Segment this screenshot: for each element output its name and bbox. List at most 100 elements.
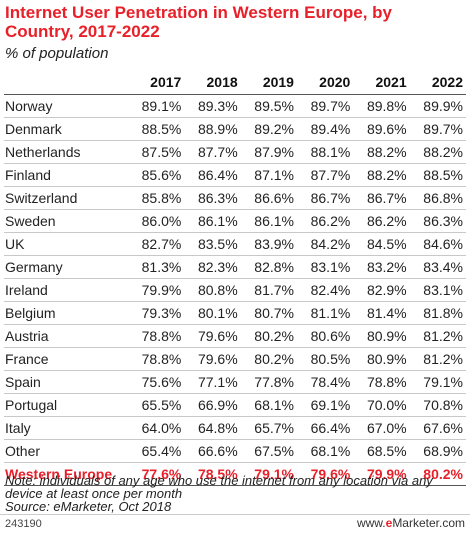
value-cell: 82.9%	[353, 278, 410, 302]
value-cell: 77.6%	[128, 462, 185, 486]
value-cell: 67.5%	[240, 439, 297, 463]
value-cell: 66.6%	[184, 439, 241, 463]
value-cell: 87.5%	[128, 140, 185, 164]
table-row: Sweden 86.0% 86.1% 86.1% 86.2% 86.2% 86.3%	[4, 209, 466, 233]
value-cell: 83.9%	[240, 232, 297, 256]
value-cell: 80.2%	[409, 462, 466, 486]
value-cell: 86.6%	[240, 186, 297, 210]
value-cell: 64.0%	[128, 416, 185, 440]
value-cell: 77.8%	[240, 370, 297, 394]
value-cell: 68.1%	[240, 393, 297, 417]
table-row: Germany 81.3% 82.3% 82.8% 83.1% 83.2% 83.4%	[4, 255, 466, 279]
country-name: Netherlands	[4, 140, 128, 164]
value-cell: 79.1%	[409, 370, 466, 394]
value-cell: 65.5%	[128, 393, 185, 417]
value-cell: 89.7%	[296, 94, 354, 118]
country-name: Sweden	[4, 209, 128, 233]
value-cell: 81.1%	[296, 301, 354, 325]
table-row: Netherlands 87.5% 87.7% 87.9% 88.1% 88.2% 88.2…	[4, 140, 466, 164]
country-name: Ireland	[4, 278, 128, 302]
value-cell: 87.9%	[240, 140, 297, 164]
value-cell: 80.2%	[240, 347, 297, 371]
value-cell: 78.8%	[353, 370, 410, 394]
value-cell: 84.6%	[409, 232, 466, 256]
brand-prefix: www.	[356, 516, 386, 530]
value-cell: 68.5%	[353, 439, 410, 463]
value-cell: 88.2%	[409, 140, 466, 164]
value-cell: 83.1%	[409, 278, 466, 302]
value-cell: 81.3%	[128, 255, 185, 279]
value-cell: 89.4%	[296, 117, 354, 141]
year-header: 2018	[184, 70, 241, 95]
country-name: Denmark	[4, 117, 128, 141]
value-cell: 81.7%	[240, 278, 297, 302]
value-cell: 78.8%	[128, 324, 185, 348]
value-cell: 75.6%	[128, 370, 185, 394]
value-cell: 79.6%	[296, 462, 354, 486]
value-cell: 89.1%	[128, 94, 185, 118]
value-cell: 69.1%	[296, 393, 354, 417]
value-cell: 79.9%	[353, 462, 410, 486]
country-name: Belgium	[4, 301, 128, 325]
country-name: Germany	[4, 255, 128, 279]
value-cell: 79.3%	[128, 301, 185, 325]
value-cell: 82.4%	[296, 278, 354, 302]
year-header: 2021	[353, 70, 410, 95]
country-name: Spain	[4, 370, 128, 394]
year-header: 2019	[240, 70, 297, 95]
country-name: Western Europe	[4, 462, 128, 486]
value-cell: 86.7%	[296, 186, 354, 210]
value-cell: 70.0%	[353, 393, 410, 417]
value-cell: 87.7%	[184, 140, 241, 164]
value-cell: 86.0%	[128, 209, 185, 233]
table-row: Norway 89.1% 89.3% 89.5% 89.7% 89.8% 89.9%	[4, 94, 466, 118]
value-cell: 89.5%	[240, 94, 297, 118]
value-cell: 81.2%	[409, 324, 466, 348]
value-cell: 80.9%	[353, 324, 410, 348]
value-cell: 66.4%	[296, 416, 354, 440]
value-cell: 84.2%	[296, 232, 354, 256]
country-name: UK	[4, 232, 128, 256]
value-cell: 89.9%	[409, 94, 466, 118]
table-row: Other 65.4% 66.6% 67.5% 68.1% 68.5% 68.9%	[4, 439, 466, 463]
table-body: Norway 89.1% 89.3% 89.5% 89.7% 89.8% 89.9% Denm…	[4, 94, 466, 486]
table-row: Austria 78.8% 79.6% 80.2% 80.6% 80.9% 81.2%	[4, 324, 466, 348]
value-cell: 89.2%	[240, 117, 297, 141]
chart-id: 243190	[5, 518, 42, 530]
value-cell: 89.7%	[409, 117, 466, 141]
note-text: Note: individuals of any age who use the…	[5, 473, 433, 501]
brand-logo: www.eMarketer.com	[357, 516, 465, 530]
value-cell: 80.8%	[184, 278, 241, 302]
table-row: Finland 85.6% 86.4% 87.1% 87.7% 88.2% 88.5%	[4, 163, 466, 187]
footer-divider	[0, 514, 470, 515]
value-cell: 86.2%	[296, 209, 354, 233]
country-name: Switzerland	[4, 186, 128, 210]
total-row: Western Europe 77.6% 78.5% 79.1% 79.6% 79.9% 8…	[4, 462, 466, 486]
table-row: Spain 75.6% 77.1% 77.8% 78.4% 78.8% 79.1%	[4, 370, 466, 394]
table-row: UK 82.7% 83.5% 83.9% 84.2% 84.5% 84.6%	[4, 232, 466, 256]
country-name: France	[4, 347, 128, 371]
value-cell: 86.7%	[353, 186, 410, 210]
country-name: Finland	[4, 163, 128, 187]
value-cell: 77.1%	[184, 370, 241, 394]
table-row: Denmark 88.5% 88.9% 89.2% 89.4% 89.6% 89.7%	[4, 117, 466, 141]
value-cell: 87.7%	[296, 163, 354, 187]
value-cell: 86.8%	[409, 186, 466, 210]
value-cell: 89.8%	[353, 94, 410, 118]
value-cell: 79.6%	[184, 347, 241, 371]
header-row: 2017 2018 2019 2020 2021 2022	[4, 70, 466, 95]
value-cell: 86.3%	[184, 186, 241, 210]
value-cell: 67.6%	[409, 416, 466, 440]
value-cell: 88.1%	[296, 140, 354, 164]
value-cell: 85.6%	[128, 163, 185, 187]
country-name: Norway	[4, 94, 128, 118]
value-cell: 89.6%	[353, 117, 410, 141]
value-cell: 88.5%	[409, 163, 466, 187]
value-cell: 79.9%	[128, 278, 185, 302]
value-cell: 80.6%	[296, 324, 354, 348]
value-cell: 86.1%	[240, 209, 297, 233]
table-row: France 78.8% 79.6% 80.2% 80.5% 80.9% 81.2%	[4, 347, 466, 371]
value-cell: 67.0%	[353, 416, 410, 440]
table-row: Switzerland 85.8% 86.3% 86.6% 86.7% 86.7% 86.8…	[4, 186, 466, 210]
chart-title: Internet User Penetration in Western Eur…	[5, 3, 392, 41]
